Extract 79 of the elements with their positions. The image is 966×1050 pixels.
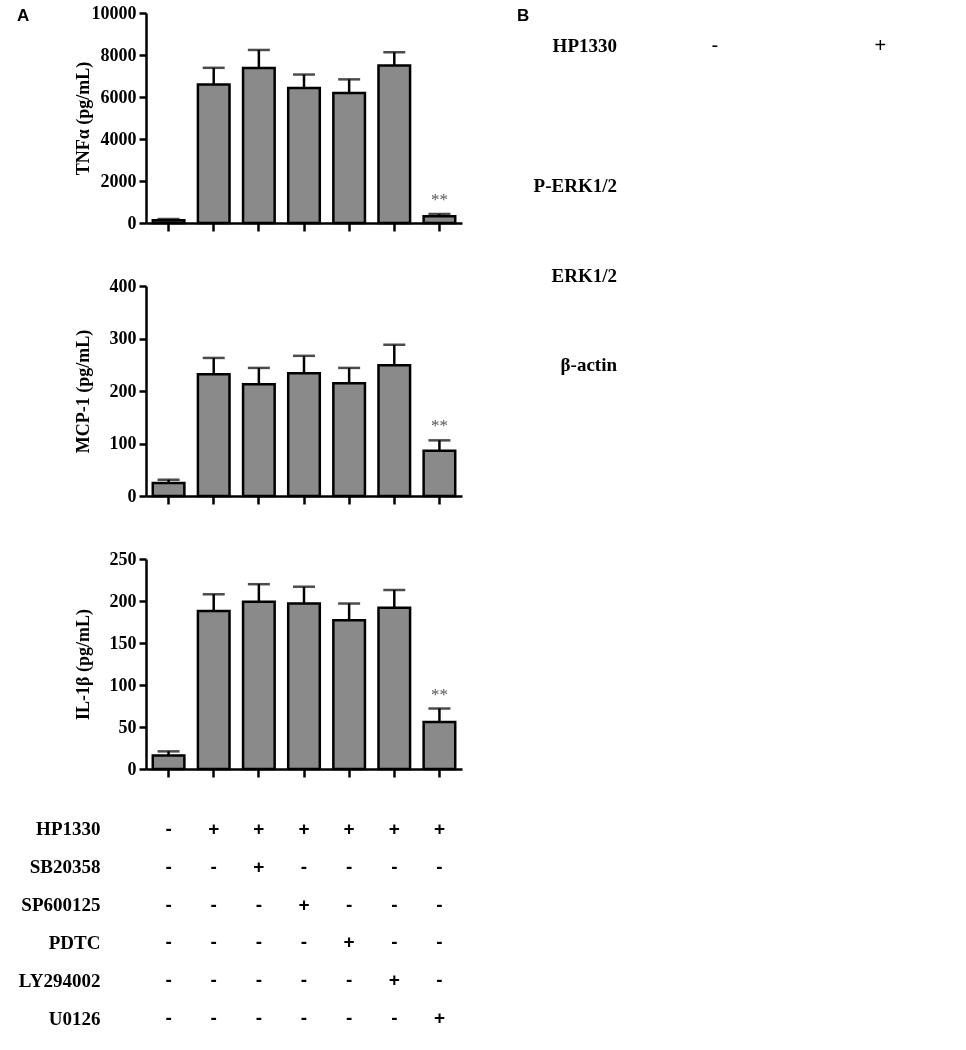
y-tick-label: 150 bbox=[109, 632, 137, 653]
y-tick-label: 100 bbox=[109, 433, 137, 453]
category-label: SB20358 bbox=[29, 856, 101, 878]
annotation: ** bbox=[430, 416, 448, 436]
text: - bbox=[300, 1007, 308, 1029]
y-axis-title: MCP-1 (pg/mL) bbox=[72, 329, 94, 454]
chart-title: A bbox=[17, 6, 30, 25]
text: HP1330 bbox=[552, 35, 617, 56]
y-tick-label: 0 bbox=[127, 212, 137, 233]
text: - bbox=[345, 969, 353, 991]
text: - bbox=[210, 1007, 217, 1029]
text: - bbox=[165, 969, 172, 991]
text: - bbox=[436, 969, 443, 991]
text: - bbox=[345, 1007, 353, 1029]
text: - bbox=[300, 969, 308, 991]
text: + bbox=[388, 969, 400, 991]
y-tick-label: 100 bbox=[109, 674, 137, 695]
y-tick-label: 250 bbox=[109, 548, 137, 569]
text: - bbox=[345, 893, 353, 915]
y-tick-label: 200 bbox=[109, 380, 137, 401]
category-label: + bbox=[874, 34, 887, 56]
text: - bbox=[165, 931, 172, 953]
text: - bbox=[210, 969, 217, 991]
text: - bbox=[391, 855, 398, 877]
y-tick-label: 2000 bbox=[100, 170, 137, 191]
text: - bbox=[300, 855, 308, 877]
y-tick-label: 0 bbox=[127, 485, 137, 506]
y-tick-label: 400 bbox=[109, 275, 137, 296]
y-tick-label: 4000 bbox=[100, 128, 137, 149]
text: - bbox=[210, 931, 217, 953]
y-tick-label: 8000 bbox=[100, 44, 137, 65]
text: - bbox=[391, 893, 398, 915]
text: + bbox=[253, 817, 265, 839]
category-label: - bbox=[711, 34, 719, 56]
text: - bbox=[165, 893, 172, 915]
text: - bbox=[255, 969, 263, 991]
y-tick-label: 50 bbox=[118, 716, 137, 737]
text: + bbox=[388, 817, 400, 839]
text: - bbox=[300, 931, 308, 953]
y-tick-label: 6000 bbox=[100, 86, 137, 107]
y-tick-label: 0 bbox=[127, 758, 137, 779]
text: - bbox=[210, 855, 217, 877]
text: + bbox=[253, 855, 265, 877]
text: + bbox=[433, 1007, 445, 1029]
category-label: β-actin bbox=[560, 354, 617, 376]
y-tick-label: 300 bbox=[109, 328, 137, 348]
text: - bbox=[436, 893, 443, 915]
y-axis-title: TNFα (pg/mL) bbox=[72, 61, 94, 176]
category-label: PDTC bbox=[48, 931, 101, 953]
text: + bbox=[343, 931, 355, 953]
category-label: HP1330 bbox=[36, 818, 101, 840]
text: + bbox=[343, 817, 355, 839]
text: - bbox=[391, 931, 398, 953]
text: - bbox=[255, 931, 263, 953]
text: - bbox=[391, 1007, 398, 1029]
y-axis-title: IL-1β (pg/mL) bbox=[72, 609, 94, 720]
y-tick-label: 10000 bbox=[91, 2, 137, 23]
text: - bbox=[255, 893, 263, 915]
text: + bbox=[433, 817, 445, 839]
text: - bbox=[436, 855, 443, 877]
text: - bbox=[255, 1007, 263, 1029]
text: - bbox=[165, 817, 172, 839]
text: - bbox=[436, 931, 443, 953]
category-label: LY294002 bbox=[18, 969, 101, 991]
text: - bbox=[345, 855, 353, 877]
category-label: ERK1/2 bbox=[551, 264, 617, 286]
annotation: ** bbox=[430, 189, 448, 209]
y-tick-label: 200 bbox=[109, 590, 137, 611]
text: - bbox=[210, 893, 217, 915]
category-label: U0126 bbox=[48, 1007, 101, 1029]
text: - bbox=[165, 1007, 172, 1029]
text: B bbox=[517, 6, 530, 25]
text: + bbox=[208, 817, 220, 839]
text: + bbox=[298, 893, 310, 915]
category-label: SP600125 bbox=[21, 894, 101, 916]
text: + bbox=[298, 817, 310, 839]
category-label: P-ERK1/2 bbox=[533, 174, 617, 196]
annotation: ** bbox=[430, 684, 448, 704]
text: - bbox=[165, 855, 172, 877]
